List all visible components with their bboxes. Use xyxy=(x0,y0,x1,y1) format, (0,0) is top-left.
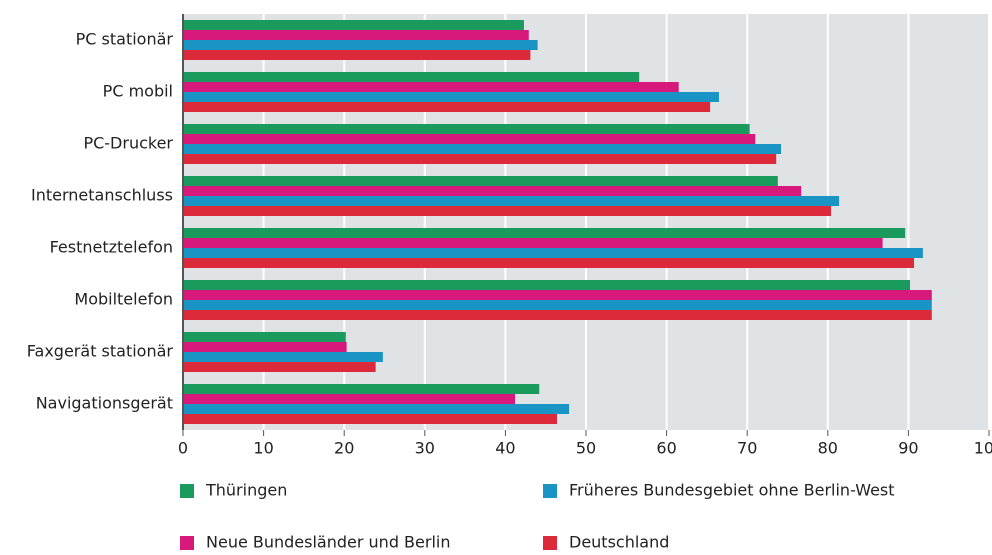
bar xyxy=(183,176,778,186)
bar xyxy=(183,280,911,290)
bar xyxy=(183,342,347,352)
legend-label: Früheres Bundesgebiet ohne Berlin-West xyxy=(569,481,895,500)
y-tick-label: PC mobil xyxy=(103,82,173,101)
legend-label: Deutschland xyxy=(569,533,669,552)
x-tick-label: 40 xyxy=(495,439,515,458)
legend-label: Neue Bundesländer und Berlin xyxy=(206,533,450,552)
y-tick-label: PC stationär xyxy=(76,30,174,49)
bar xyxy=(183,332,346,342)
bar xyxy=(183,186,802,196)
bar xyxy=(183,300,932,310)
bar xyxy=(183,40,538,50)
y-tick-label: Faxgerät stationär xyxy=(27,342,174,361)
x-tick-label: 20 xyxy=(334,439,354,458)
bar xyxy=(183,310,932,320)
x-tick-label: 10 xyxy=(253,439,273,458)
y-tick-label: Navigationsgerät xyxy=(36,394,173,413)
bar xyxy=(183,248,923,258)
bar xyxy=(183,124,750,134)
bar xyxy=(183,414,557,424)
bar xyxy=(183,258,915,268)
bar xyxy=(183,82,679,92)
x-tick-label: 50 xyxy=(576,439,596,458)
bar xyxy=(183,362,376,372)
bar xyxy=(183,72,640,82)
bar xyxy=(183,20,524,30)
bar xyxy=(183,352,383,362)
bar xyxy=(183,50,531,60)
x-tick-label: 100 xyxy=(974,439,992,458)
bar xyxy=(183,102,711,112)
x-tick-label: 60 xyxy=(656,439,676,458)
x-tick-label: 90 xyxy=(898,439,918,458)
bar xyxy=(183,92,719,102)
bar xyxy=(183,384,540,394)
bar xyxy=(183,144,782,154)
legend-swatch xyxy=(180,536,194,550)
bar xyxy=(183,206,832,216)
y-tick-label: PC-Drucker xyxy=(83,134,173,153)
x-tick-label: 80 xyxy=(818,439,838,458)
bar xyxy=(183,238,883,248)
x-tick-label: 70 xyxy=(737,439,757,458)
legend-label: Thüringen xyxy=(205,481,287,500)
y-tick-label: Internetanschluss xyxy=(31,186,173,205)
legend-swatch xyxy=(543,536,557,550)
bar xyxy=(183,228,906,238)
y-tick-label: Festnetztelefon xyxy=(50,238,173,257)
bar xyxy=(183,290,932,300)
bar xyxy=(183,196,840,206)
y-tick-label: Mobiltelefon xyxy=(74,290,173,309)
x-tick-label: 30 xyxy=(415,439,435,458)
bar xyxy=(183,30,529,40)
bar xyxy=(183,404,570,414)
legend-swatch xyxy=(180,484,194,498)
bar xyxy=(183,394,516,404)
x-tick-label: 0 xyxy=(178,439,188,458)
legend-swatch xyxy=(543,484,557,498)
bar xyxy=(183,134,756,144)
bar xyxy=(183,154,777,164)
